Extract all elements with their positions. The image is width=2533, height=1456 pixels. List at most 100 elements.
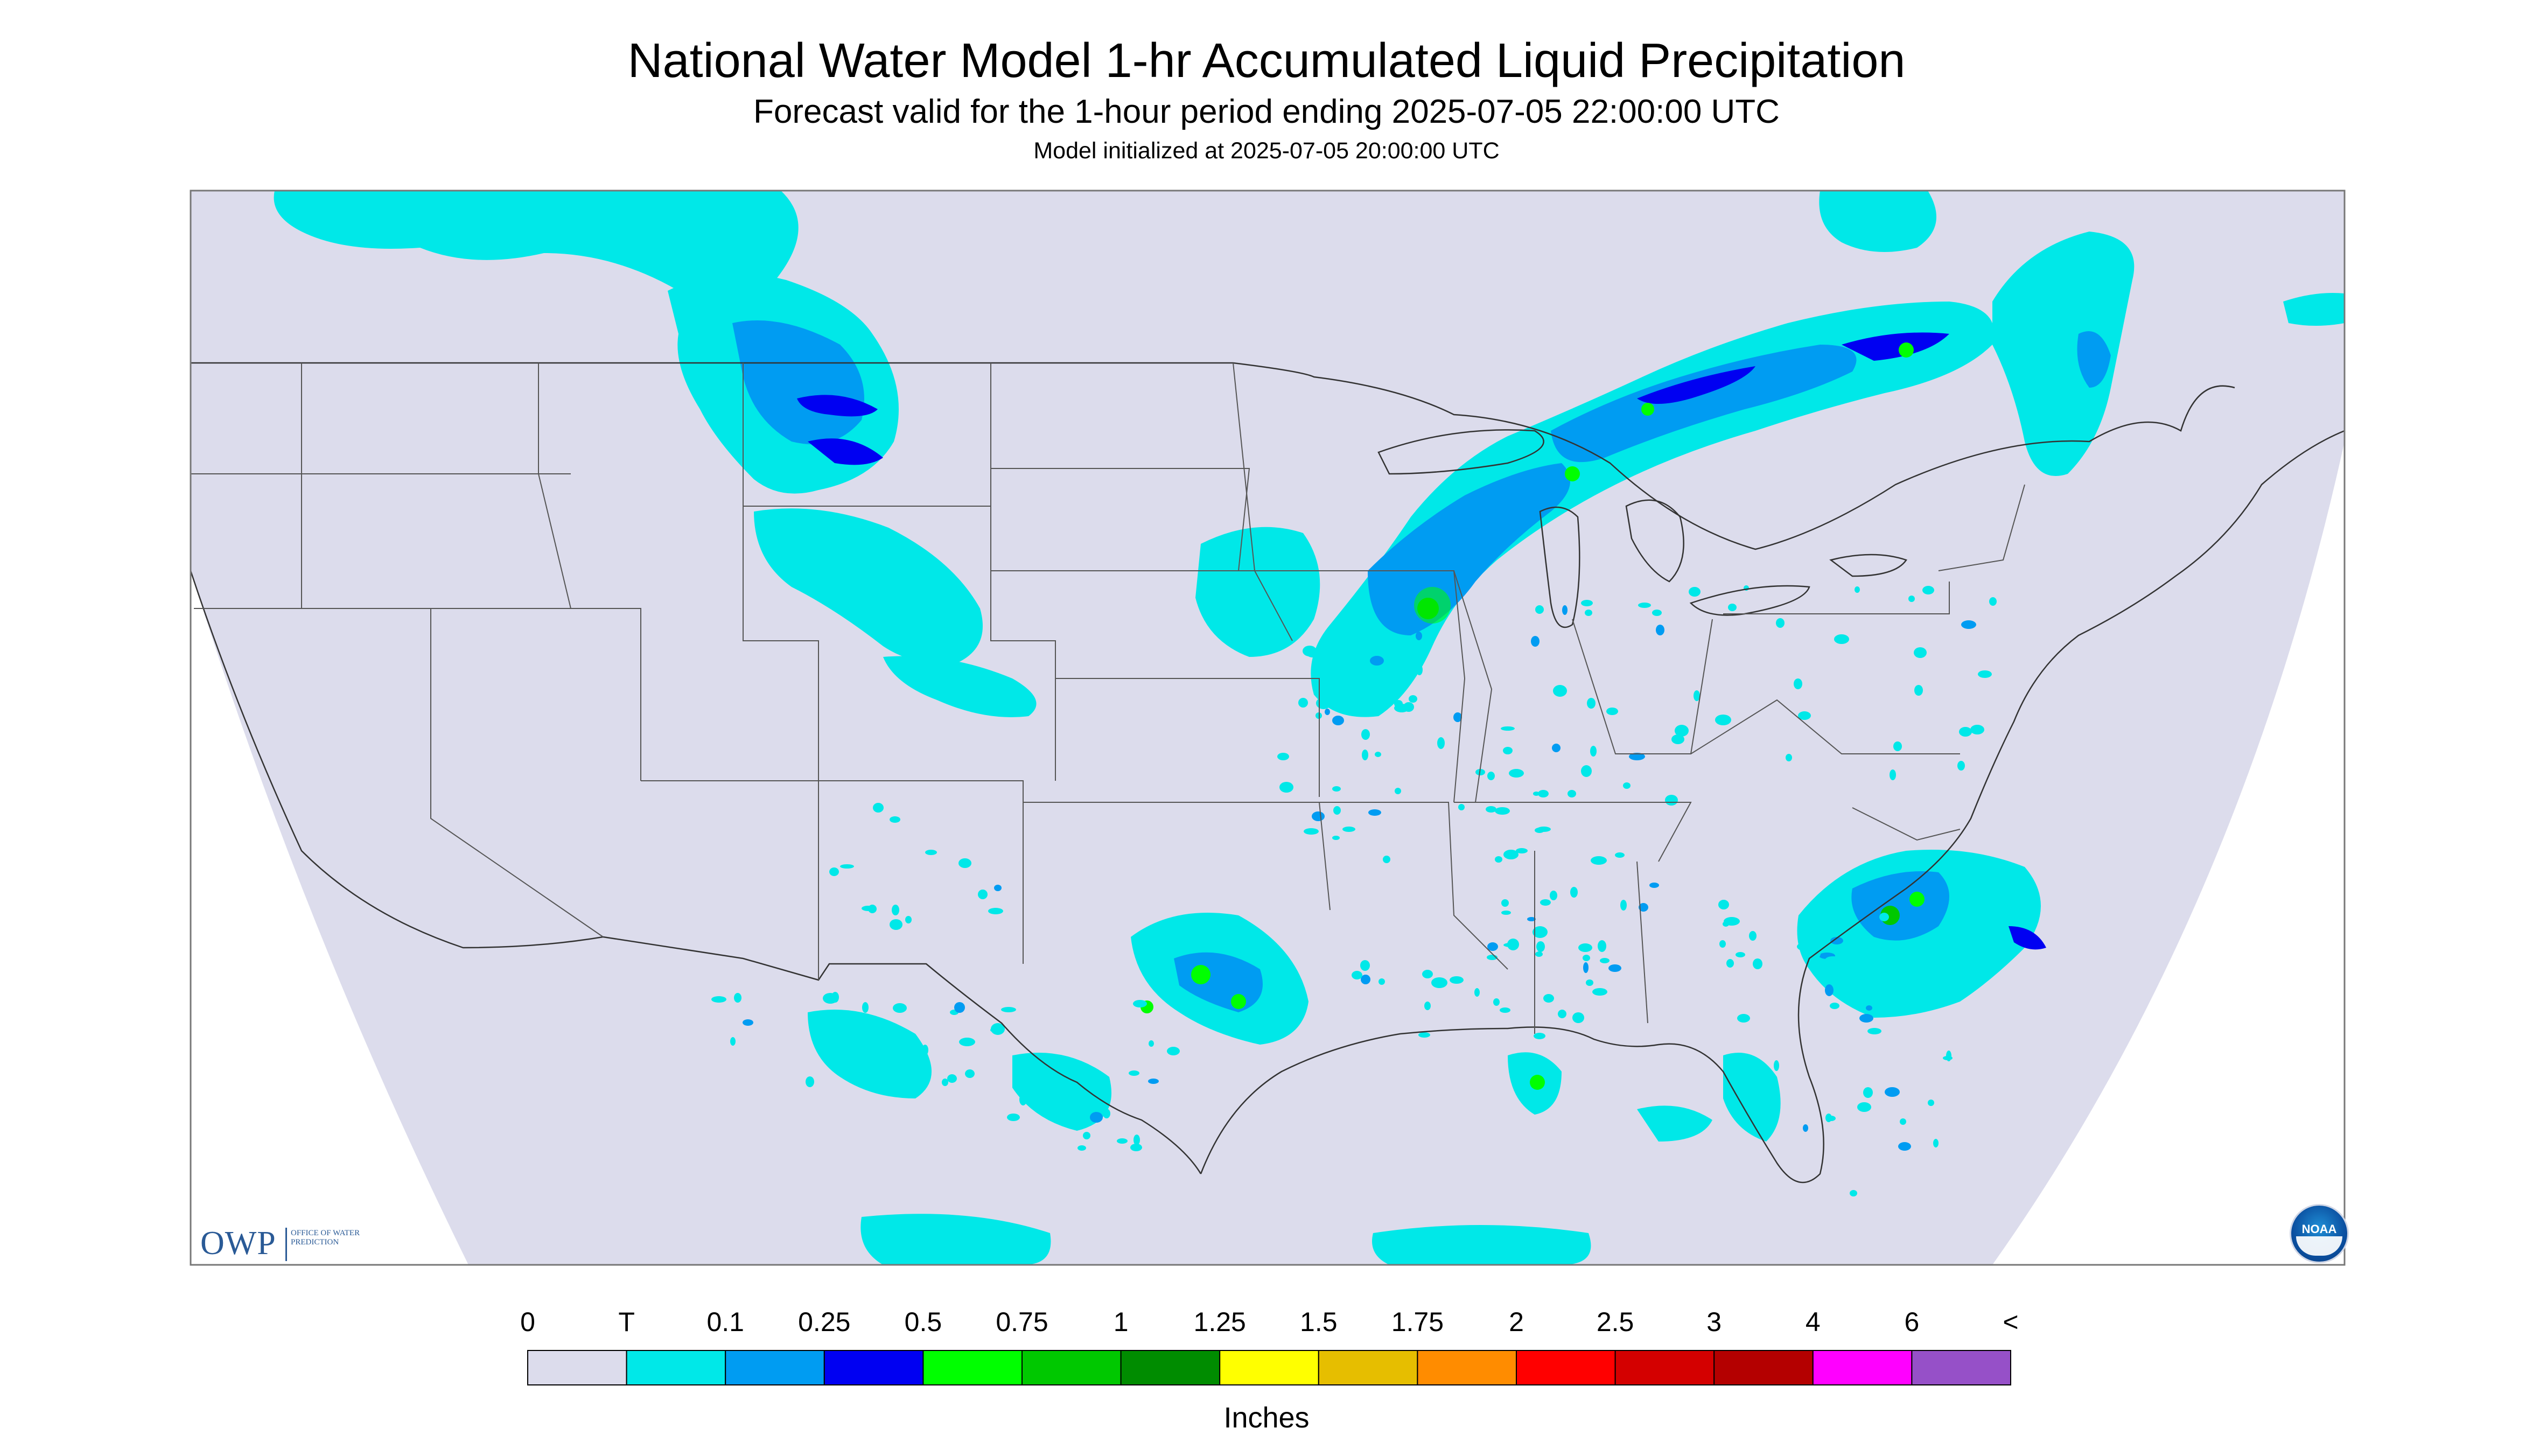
precip-shower-cell [1394,700,1403,708]
precip-shower-cell [1581,600,1593,606]
legend-tick-label: 3 [1706,1307,1722,1337]
precip-shower-cell [1863,1087,1873,1098]
precip-shower-cell [1620,900,1627,911]
legend-swatch [823,1350,924,1385]
precip-shower-cell [1606,708,1618,715]
precip-shower-cell [1879,913,1889,921]
precip-shower-cell [1361,975,1370,984]
political-boundaries [191,362,2345,1184]
precip-area-mexico-south [860,1214,1051,1265]
precip-shower-cell [1327,649,1333,654]
precip-area-canada-west [274,191,799,291]
precip-shower-cell [1834,634,1849,644]
precip-shower-cell [1829,927,1834,936]
precip-shower-cell [1723,921,1729,927]
precip-shower-cell [1304,828,1319,835]
precip-shower-cell [1409,695,1417,703]
precip-shower-cell [1543,994,1554,1003]
precip-shower-cell [1422,970,1433,978]
precip-shower-cell [1890,769,1896,780]
precip-shower-cell [1578,943,1592,952]
precip-shower-cell [1133,1135,1140,1145]
legend-swatch [1120,1350,1221,1385]
precip-shower-cell [1495,856,1502,863]
precip-shower-cell [1675,725,1689,737]
precip-shower-cell [1501,899,1509,907]
precip-area-florida [1723,1053,1781,1142]
precip-shower-cell [879,1020,893,1031]
precip-shower-cell [873,803,884,813]
precip-shower-cell [1360,960,1370,971]
precip-shower-cell [978,890,988,899]
state-line-ar-la [1319,802,1508,970]
map-subtitle: Forecast valid for the 1-hour period end… [753,93,1780,130]
legend-tick-label: 2 [1509,1307,1524,1337]
precip-shower-cell [1535,828,1544,833]
precip-shower-cell [1825,956,1841,964]
state-line-id-mt [538,363,641,781]
precip-shower-cell [1298,698,1308,708]
precip-shower-cell [1585,610,1592,616]
precip-shower-cell [942,1079,948,1086]
precip-shower-cell [1534,1033,1545,1039]
precip-shower-cell [958,858,971,868]
precip-shower-cell [1332,836,1340,840]
legend-swatch [626,1350,726,1385]
lake-michigan [1539,506,1580,628]
precip-shower-cell [862,1002,869,1013]
precip-shower-cell [1898,1142,1911,1151]
precip-shower-cell [1908,596,1915,602]
precip-shower-cell [1117,1138,1128,1144]
precip-shower-cell [1825,984,1834,996]
precip-shower-cell [1531,636,1540,647]
precip-shower-cell [1167,1047,1180,1055]
precip-shower-cell [1507,939,1519,950]
precip-shower-cell [1978,670,1992,678]
legend-swatch [1516,1350,1616,1385]
precip-shower-cell [1900,1118,1906,1125]
precip-shower-cell [842,1052,857,1059]
precip-shower-cell [1486,806,1496,813]
precip-shower-cell [1718,900,1729,909]
gulf-atlantic-coast [1200,430,2345,1184]
legend-tick-label: 1.75 [1391,1307,1444,1337]
precip-shower-cell [1416,632,1422,640]
precip-shower-cell [1933,1139,1939,1147]
precip-shower-cell [1325,709,1330,715]
precip-ring-wisconsin [1414,587,1451,624]
precip-shower-cell [1914,685,1923,696]
precip-shower-cell [1928,1100,1934,1106]
legend-swatch [922,1350,1023,1385]
precip-cell-ontario [1899,342,1914,358]
legend-tick-label: T [618,1307,635,1337]
precip-shower-cell [1689,587,1701,597]
precip-shower-cell [1590,746,1597,757]
state-line-mt-wy [743,363,819,980]
precip-shower-cell [1568,790,1576,797]
precip-shower-cell [1586,979,1593,986]
precip-shower-cell [1378,682,1393,691]
legend-swatch [1219,1350,1319,1385]
legend-units-label: Inches [1223,1402,1310,1434]
precip-shower-cell [1656,625,1664,635]
precip-shower-cell [1453,712,1462,722]
precip-shower-cell [922,1045,928,1055]
precip-shower-cell [1738,1075,1746,1080]
us-canada-border [191,362,2235,550]
precip-shower-cell [965,1069,975,1078]
precip-shower-cell [1431,977,1447,988]
precip-shower-cell [1570,887,1578,898]
lake-erie [1689,585,1810,616]
precip-shower-cell [1815,919,1827,924]
precip-shower-cell [831,992,839,1003]
precip-shower-cell [1450,976,1464,984]
precip-shower-cell [1639,903,1648,912]
precip-shower-cell [1629,753,1645,760]
state-line-az-nm [641,780,1024,964]
precip-shower-cell [1368,809,1381,816]
precip-shower-cell [730,1037,736,1046]
precip-shower-cell [1395,788,1401,794]
precip-shower-cell [1458,804,1465,810]
precip-cell-carolinas [1909,892,1925,907]
precip-shower-cell [862,906,874,911]
